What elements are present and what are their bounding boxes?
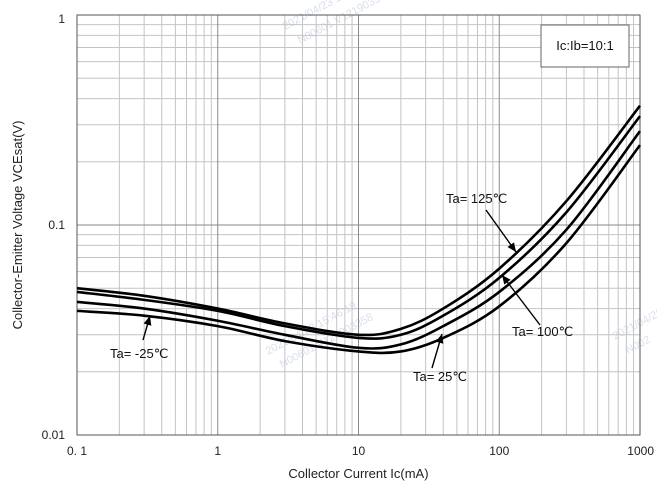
annotation-ta-100: Ta= 100℃ — [512, 324, 573, 339]
condition-label: Ic:Ib=10:1 — [556, 38, 613, 53]
y-axis-title: Collector-Emitter Voltage VCEsat(V) — [10, 121, 25, 330]
annotation-ta-25: Ta= 25℃ — [413, 369, 467, 384]
x-tick-label: 0. 1 — [67, 444, 87, 458]
condition-box: Ic:Ib=10:1 — [540, 24, 630, 68]
x-tick-labels: 0. 1 1 10 100 1000 — [67, 444, 654, 458]
x-axis-title: Collector Current Ic(mA) — [288, 466, 428, 481]
annotation-ta-125: Ta= 125℃ — [446, 191, 507, 206]
y-tick-label: 1 — [58, 12, 65, 26]
arrow-layer — [142, 209, 541, 369]
series-line-3 — [76, 144, 642, 355]
annotation-arrowhead-3 — [143, 316, 152, 326]
series-line-2 — [76, 130, 642, 350]
series-line-0 — [76, 104, 642, 337]
annotation-arrowhead-1 — [502, 275, 511, 285]
plot-frame — [76, 14, 641, 436]
y-tick-label: 0.01 — [42, 428, 66, 442]
series-line-1 — [76, 115, 642, 340]
watermark-text: N002 — [624, 334, 653, 357]
y-tick-labels: 0.01 0.1 1 — [42, 12, 66, 442]
annotation-arrowhead-2 — [435, 334, 444, 344]
x-tick-label: 1000 — [627, 444, 654, 458]
x-tick-label: 1 — [214, 444, 221, 458]
annotation-arrowhead-0 — [507, 242, 516, 252]
x-tick-label: 100 — [489, 444, 509, 458]
y-tick-label: 0.1 — [48, 218, 65, 232]
annotation-layer: Ta= 125℃ Ta= 100℃ Ta= 25℃ Ta= -25℃ — [110, 191, 573, 384]
annotation-arrow-line-1 — [501, 274, 541, 326]
series-layer — [76, 104, 642, 355]
annotation-ta-minus25: Ta= -25℃ — [110, 346, 168, 361]
x-tick-label: 10 — [352, 444, 366, 458]
